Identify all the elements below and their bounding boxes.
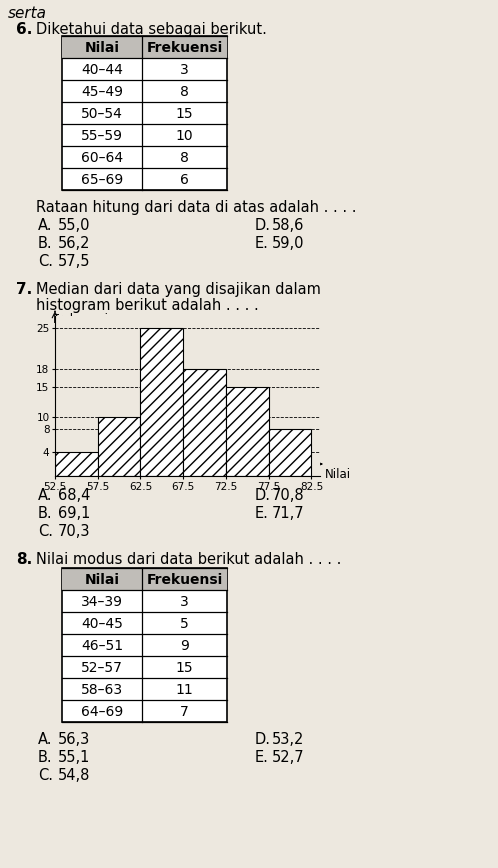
Text: 8: 8 bbox=[180, 152, 189, 166]
Text: 54,8: 54,8 bbox=[58, 768, 90, 783]
Text: 10: 10 bbox=[176, 129, 193, 143]
Text: serta: serta bbox=[8, 6, 47, 21]
Text: Frekuensi: Frekuensi bbox=[53, 313, 109, 326]
Text: 65–69: 65–69 bbox=[81, 174, 123, 187]
Text: 58–63: 58–63 bbox=[81, 683, 123, 698]
Text: 68,4: 68,4 bbox=[58, 488, 90, 503]
Text: 70,3: 70,3 bbox=[58, 524, 91, 539]
Text: 59,0: 59,0 bbox=[272, 236, 304, 251]
Text: 11: 11 bbox=[176, 683, 193, 698]
Text: histogram berikut adalah . . . .: histogram berikut adalah . . . . bbox=[36, 298, 259, 313]
Text: 9: 9 bbox=[180, 640, 189, 654]
Text: 8.: 8. bbox=[16, 552, 32, 567]
Text: Frekuensi: Frekuensi bbox=[146, 42, 223, 56]
Text: 34–39: 34–39 bbox=[81, 595, 123, 609]
Text: Rataan hitung dari data di atas adalah . . . .: Rataan hitung dari data di atas adalah .… bbox=[36, 200, 357, 215]
Text: 45–49: 45–49 bbox=[81, 86, 123, 100]
Text: E.: E. bbox=[255, 236, 269, 251]
Text: B.: B. bbox=[38, 236, 53, 251]
Text: 52–57: 52–57 bbox=[81, 661, 123, 675]
Bar bbox=[62, 36, 227, 58]
Text: C.: C. bbox=[38, 524, 53, 539]
Bar bbox=[183, 369, 226, 476]
Text: 57,5: 57,5 bbox=[58, 254, 91, 269]
Text: 55,0: 55,0 bbox=[58, 218, 91, 233]
Text: 3: 3 bbox=[180, 63, 189, 77]
Text: C.: C. bbox=[38, 768, 53, 783]
Text: 50–54: 50–54 bbox=[81, 108, 123, 122]
Text: 70,8: 70,8 bbox=[272, 488, 305, 503]
Text: 52,7: 52,7 bbox=[272, 750, 305, 765]
Text: A.: A. bbox=[38, 732, 52, 747]
Bar bbox=[98, 417, 140, 476]
Text: 8: 8 bbox=[180, 86, 189, 100]
Text: D.: D. bbox=[255, 488, 271, 503]
Text: Diketahui data sebagai berikut.: Diketahui data sebagai berikut. bbox=[36, 22, 267, 37]
Bar bbox=[226, 387, 269, 476]
Text: 46–51: 46–51 bbox=[81, 640, 123, 654]
Text: 56,2: 56,2 bbox=[58, 236, 91, 251]
Text: B.: B. bbox=[38, 506, 53, 521]
Text: 6: 6 bbox=[180, 174, 189, 187]
Text: C.: C. bbox=[38, 254, 53, 269]
Text: 60–64: 60–64 bbox=[81, 152, 123, 166]
Text: Frekuensi: Frekuensi bbox=[146, 574, 223, 588]
Text: 64–69: 64–69 bbox=[81, 706, 123, 720]
Text: 7.: 7. bbox=[16, 282, 32, 297]
Text: D.: D. bbox=[255, 218, 271, 233]
Text: 55–59: 55–59 bbox=[81, 129, 123, 143]
Text: 15: 15 bbox=[176, 661, 193, 675]
Bar bbox=[62, 568, 227, 590]
Text: 15: 15 bbox=[176, 108, 193, 122]
Text: Nilai: Nilai bbox=[85, 42, 120, 56]
Text: 7: 7 bbox=[180, 706, 189, 720]
Text: 6.: 6. bbox=[16, 22, 32, 37]
Text: 53,2: 53,2 bbox=[272, 732, 304, 747]
Text: 3: 3 bbox=[180, 595, 189, 609]
Bar bbox=[269, 429, 311, 476]
Text: E.: E. bbox=[255, 750, 269, 765]
Text: 5: 5 bbox=[180, 617, 189, 632]
Text: Nilai modus dari data berikut adalah . . . .: Nilai modus dari data berikut adalah . .… bbox=[36, 552, 341, 567]
Text: A.: A. bbox=[38, 488, 52, 503]
Text: 71,7: 71,7 bbox=[272, 506, 305, 521]
Text: 58,6: 58,6 bbox=[272, 218, 304, 233]
Text: Nilai: Nilai bbox=[85, 574, 120, 588]
Bar bbox=[140, 328, 183, 476]
Text: 56,3: 56,3 bbox=[58, 732, 90, 747]
Text: Nilai: Nilai bbox=[325, 468, 351, 481]
Text: Median dari data yang disajikan dalam: Median dari data yang disajikan dalam bbox=[36, 282, 321, 297]
Text: 69,1: 69,1 bbox=[58, 506, 90, 521]
Text: D.: D. bbox=[255, 732, 271, 747]
Text: A.: A. bbox=[38, 218, 52, 233]
Text: 40–45: 40–45 bbox=[81, 617, 123, 632]
Bar bbox=[62, 568, 227, 722]
Text: 55,1: 55,1 bbox=[58, 750, 90, 765]
Text: E.: E. bbox=[255, 506, 269, 521]
Text: B.: B. bbox=[38, 750, 53, 765]
Bar bbox=[62, 36, 227, 190]
Text: 40–44: 40–44 bbox=[81, 63, 123, 77]
Bar bbox=[55, 452, 98, 476]
